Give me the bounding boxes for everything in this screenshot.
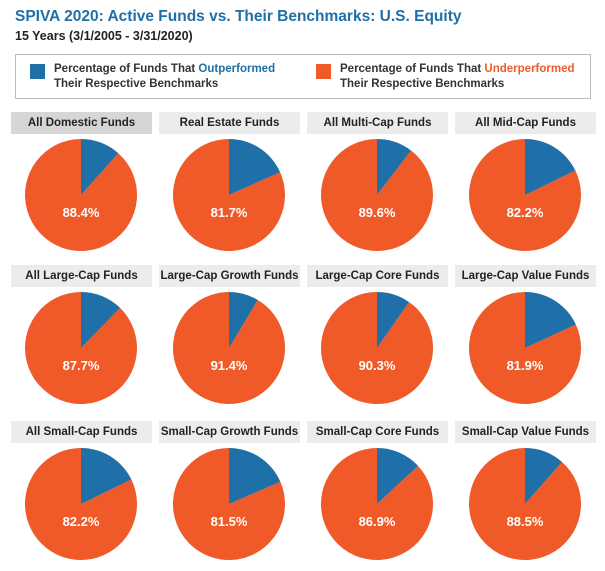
legend: Percentage of Funds That Outperformed Th… <box>15 54 591 99</box>
pie-panel-all-mid-cap-funds: All Mid-Cap Funds 82.2% <box>455 112 596 262</box>
pie-title-large-cap-growth-funds: Large-Cap Growth Funds <box>159 265 300 287</box>
legend-outperformed-prefix: Percentage of Funds That <box>54 63 199 75</box>
legend-outperformed-line2: Their Respective Benchmarks <box>54 78 219 90</box>
pie-value-label-all-large-cap-funds: 87.7% <box>63 358 100 373</box>
legend-outperformed-keyword: Outperformed <box>198 63 276 75</box>
pie-panel-all-large-cap-funds: All Large-Cap Funds 87.7% <box>11 265 152 415</box>
pie-slice-outperformed-all-mid-cap-funds <box>525 139 576 195</box>
pie-chart-small-cap-value-funds: 88.5% <box>469 448 581 560</box>
pie-title-large-cap-core-funds: Large-Cap Core Funds <box>307 265 448 287</box>
pie-value-label-all-small-cap-funds: 82.2% <box>63 514 100 529</box>
pie-panel-all-multi-cap-funds: All Multi-Cap Funds 89.6% <box>307 112 448 262</box>
pie-slice-outperformed-large-cap-growth-funds <box>229 292 258 348</box>
pie-slice-underperformed-large-cap-core-funds <box>321 292 433 404</box>
pie-slice-outperformed-large-cap-core-funds <box>377 292 410 348</box>
pie-slice-underperformed-all-domestic-funds <box>25 139 137 251</box>
pie-value-label-large-cap-core-funds: 90.3% <box>359 358 396 373</box>
pie-slice-underperformed-all-small-cap-funds <box>25 448 137 560</box>
pie-title-all-multi-cap-funds: All Multi-Cap Funds <box>307 112 448 134</box>
pie-slice-outperformed-small-cap-growth-funds <box>229 448 281 504</box>
pie-title-all-small-cap-funds: All Small-Cap Funds <box>11 421 152 443</box>
chart-title: SPIVA 2020: Active Funds vs. Their Bench… <box>15 8 462 25</box>
pie-panel-real-estate-funds: Real Estate Funds 81.7% <box>159 112 300 262</box>
pie-slice-outperformed-all-small-cap-funds <box>81 448 132 504</box>
pie-panel-large-cap-growth-funds: Large-Cap Growth Funds 91.4% <box>159 265 300 415</box>
pie-chart-small-cap-core-funds: 86.9% <box>321 448 433 560</box>
pie-value-label-all-multi-cap-funds: 89.6% <box>359 205 396 220</box>
pie-panel-large-cap-core-funds: Large-Cap Core Funds 90.3% <box>307 265 448 415</box>
legend-underperformed-prefix: Percentage of Funds That <box>340 63 485 75</box>
pie-slice-underperformed-real-estate-funds <box>173 139 285 251</box>
pie-slice-underperformed-all-large-cap-funds <box>25 292 137 404</box>
pie-slice-outperformed-all-large-cap-funds <box>81 292 121 348</box>
chart-subtitle: 15 Years (3/1/2005 - 3/31/2020) <box>15 29 193 43</box>
pie-value-label-large-cap-growth-funds: 91.4% <box>211 358 248 373</box>
pie-value-label-small-cap-core-funds: 86.9% <box>359 514 396 529</box>
pie-value-label-small-cap-value-funds: 88.5% <box>507 514 544 529</box>
pie-slice-underperformed-all-multi-cap-funds <box>321 139 433 251</box>
pie-chart-all-domestic-funds: 88.4% <box>25 139 137 251</box>
pie-value-label-all-mid-cap-funds: 82.2% <box>507 205 544 220</box>
pie-title-large-cap-value-funds: Large-Cap Value Funds <box>455 265 596 287</box>
pie-slice-underperformed-large-cap-value-funds <box>469 292 581 404</box>
pie-title-all-domestic-funds: All Domestic Funds <box>11 112 152 134</box>
pie-slice-underperformed-small-cap-value-funds <box>469 448 581 560</box>
pie-slice-outperformed-large-cap-value-funds <box>525 292 576 348</box>
legend-swatch-outperformed <box>30 64 45 79</box>
pie-slice-outperformed-small-cap-value-funds <box>525 448 563 504</box>
pie-slice-underperformed-small-cap-growth-funds <box>173 448 285 560</box>
pie-panel-small-cap-growth-funds: Small-Cap Growth Funds 81.5% <box>159 421 300 571</box>
pie-slice-underperformed-large-cap-growth-funds <box>173 292 285 404</box>
pie-slice-outperformed-small-cap-core-funds <box>377 448 419 504</box>
pie-title-all-large-cap-funds: All Large-Cap Funds <box>11 265 152 287</box>
pie-value-label-all-domestic-funds: 88.4% <box>63 205 100 220</box>
legend-swatch-underperformed <box>316 64 331 79</box>
pie-value-label-large-cap-value-funds: 81.9% <box>507 358 544 373</box>
pie-panel-all-domestic-funds: All Domestic Funds 88.4% <box>11 112 152 262</box>
pie-title-small-cap-value-funds: Small-Cap Value Funds <box>455 421 596 443</box>
pie-chart-all-multi-cap-funds: 89.6% <box>321 139 433 251</box>
pie-slice-underperformed-all-mid-cap-funds <box>469 139 581 251</box>
pie-value-label-small-cap-growth-funds: 81.5% <box>211 514 248 529</box>
pie-title-small-cap-growth-funds: Small-Cap Growth Funds <box>159 421 300 443</box>
pie-title-all-mid-cap-funds: All Mid-Cap Funds <box>455 112 596 134</box>
pie-panel-small-cap-value-funds: Small-Cap Value Funds 88.5% <box>455 421 596 571</box>
pie-chart-small-cap-growth-funds: 81.5% <box>173 448 285 560</box>
legend-item-underperformed: Percentage of Funds That Underperformed … <box>316 62 575 92</box>
pie-panel-large-cap-value-funds: Large-Cap Value Funds 81.9% <box>455 265 596 415</box>
pie-chart-real-estate-funds: 81.7% <box>173 139 285 251</box>
legend-label-outperformed: Percentage of Funds That Outperformed Th… <box>54 62 275 92</box>
pie-chart-all-small-cap-funds: 82.2% <box>25 448 137 560</box>
pie-title-real-estate-funds: Real Estate Funds <box>159 112 300 134</box>
pie-slice-outperformed-real-estate-funds <box>229 139 281 195</box>
pie-slice-underperformed-small-cap-core-funds <box>321 448 433 560</box>
pie-chart-large-cap-value-funds: 81.9% <box>469 292 581 404</box>
legend-item-outperformed: Percentage of Funds That Outperformed Th… <box>30 62 275 92</box>
pie-slice-outperformed-all-multi-cap-funds <box>377 139 412 195</box>
pie-value-label-real-estate-funds: 81.7% <box>211 205 248 220</box>
pie-chart-all-mid-cap-funds: 82.2% <box>469 139 581 251</box>
pie-slice-outperformed-all-domestic-funds <box>81 139 119 195</box>
pie-chart-large-cap-core-funds: 90.3% <box>321 292 433 404</box>
pie-panel-small-cap-core-funds: Small-Cap Core Funds 86.9% <box>307 421 448 571</box>
pie-title-small-cap-core-funds: Small-Cap Core Funds <box>307 421 448 443</box>
pie-chart-large-cap-growth-funds: 91.4% <box>173 292 285 404</box>
legend-underperformed-keyword: Underperformed <box>484 63 575 75</box>
pie-chart-all-large-cap-funds: 87.7% <box>25 292 137 404</box>
pie-panel-all-small-cap-funds: All Small-Cap Funds 82.2% <box>11 421 152 571</box>
legend-label-underperformed: Percentage of Funds That Underperformed … <box>340 62 575 92</box>
legend-underperformed-line2: Their Respective Benchmarks <box>340 78 505 90</box>
